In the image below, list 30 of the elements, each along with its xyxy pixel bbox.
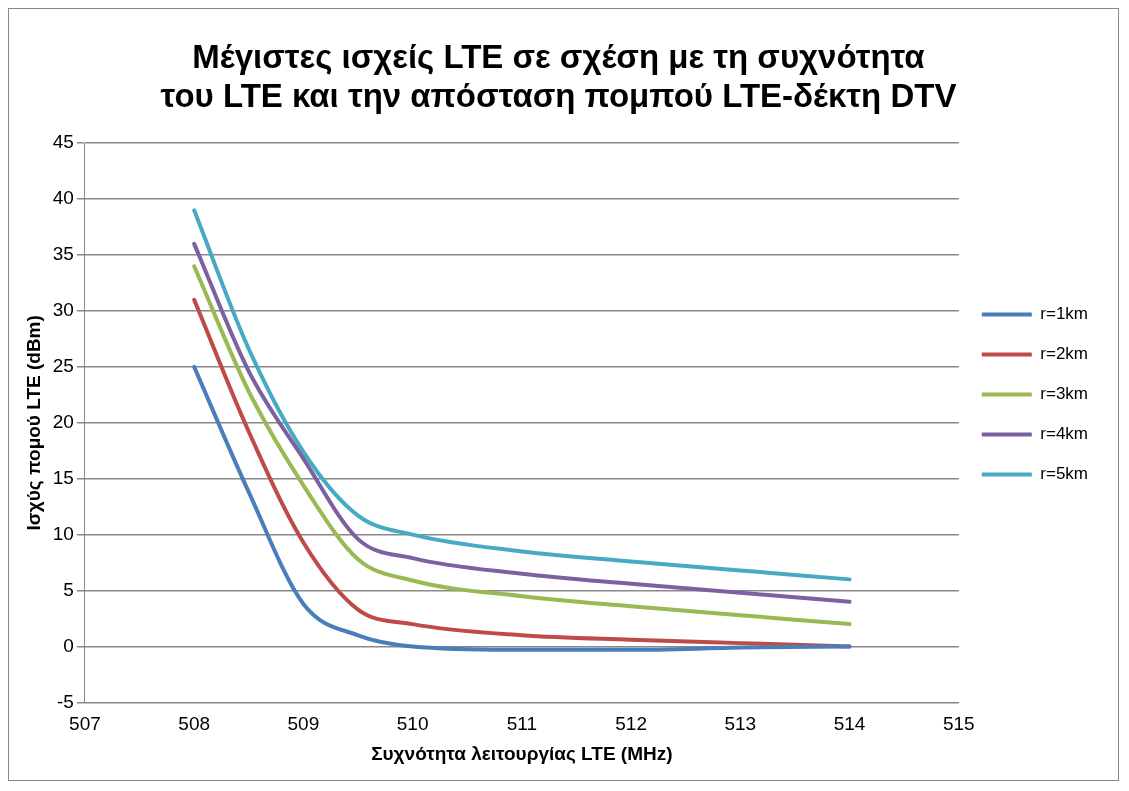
legend-label: r=3km bbox=[1040, 384, 1089, 404]
y-tick-label: 15 bbox=[52, 466, 74, 488]
x-tick-label: 514 bbox=[833, 713, 866, 735]
x-tick-label: 511 bbox=[506, 713, 538, 735]
x-tick-label: 512 bbox=[615, 713, 647, 735]
y-tick-label: 5 bbox=[63, 578, 74, 600]
x-tick-label: 510 bbox=[396, 713, 429, 735]
y-tick-label: 30 bbox=[52, 299, 74, 321]
y-tick-label: 35 bbox=[52, 243, 74, 265]
y-axis-title: Ισχύς πομού LTE (dBm) bbox=[22, 315, 44, 531]
line-series bbox=[192, 364, 852, 652]
x-tick-label: 515 bbox=[942, 713, 975, 735]
legend-label: r=5km bbox=[1040, 464, 1089, 484]
x-tick-label: 509 bbox=[287, 713, 320, 735]
x-tick-label: 507 bbox=[69, 713, 101, 735]
y-tick-label: 20 bbox=[52, 411, 74, 433]
y-tick-label: 10 bbox=[52, 522, 74, 544]
x-tick-label: 513 bbox=[724, 713, 757, 735]
legend-label: r=4km bbox=[1040, 424, 1089, 444]
x-axis-title: Συχνότητα λειτουργίας LTE (MHz) bbox=[371, 742, 673, 764]
legend-label: r=2km bbox=[1040, 344, 1089, 364]
y-tick-label: 25 bbox=[52, 355, 74, 377]
legend-label: r=1km bbox=[1040, 304, 1089, 324]
text: του LTE και την απόσταση πομπού LTE-δέκτη DTV bbox=[160, 77, 957, 115]
y-tick-label: -5 bbox=[57, 690, 74, 712]
x-tick-label: 508 bbox=[178, 713, 211, 735]
text: Μέγιστες ισχείς LTE σε σχέση με τη συχνότητα bbox=[192, 37, 925, 75]
y-tick-label: 40 bbox=[52, 187, 74, 209]
y-tick-label: 0 bbox=[63, 634, 74, 656]
y-tick-label: 45 bbox=[52, 131, 74, 153]
